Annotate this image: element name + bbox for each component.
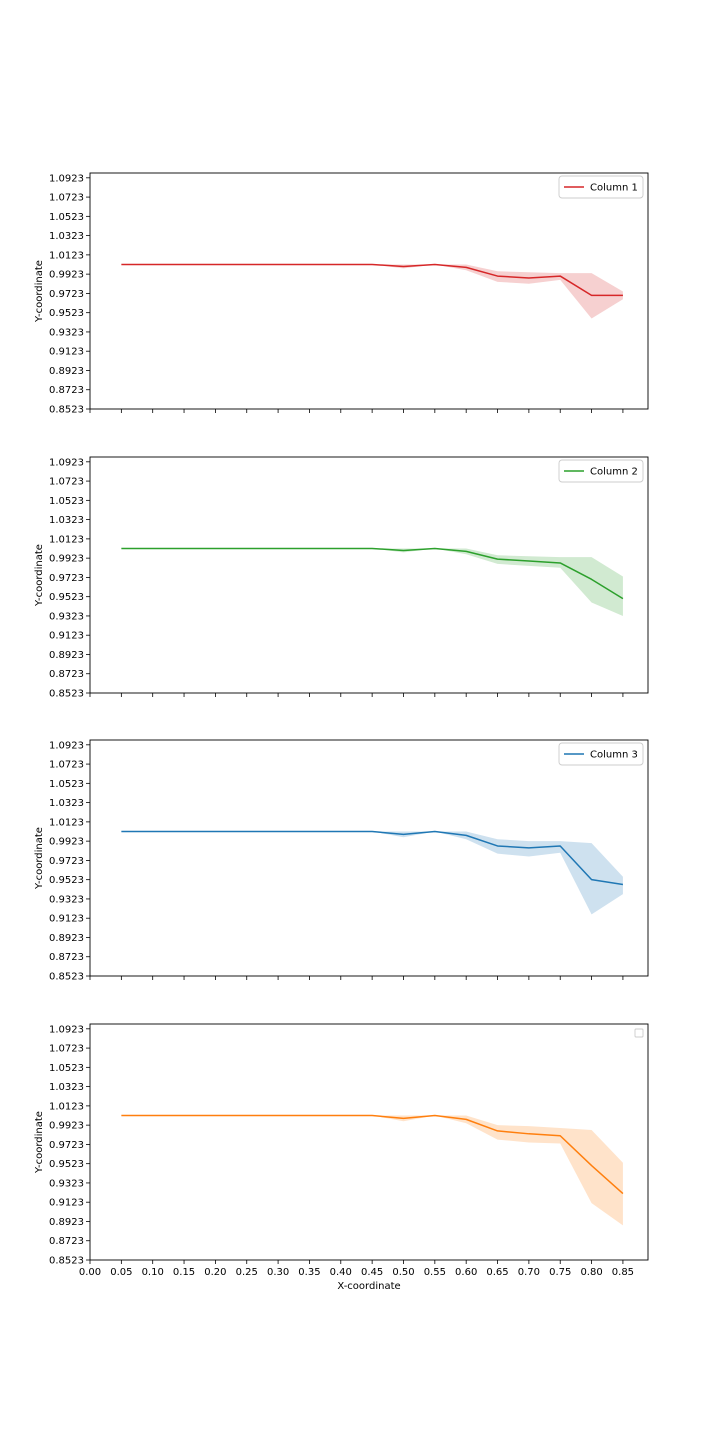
legend-empty-4 [634, 1028, 644, 1038]
y-tick-label-2-9: 0.9323 [49, 611, 84, 622]
x-tick-label-16: 0.75 [549, 1267, 571, 1278]
chart-panel-2: 1.0923 1.0723 1.0523 1.0323 1.0123 0.9923 0.97… [34, 456, 649, 700]
y-tick-label-3-12: 0.8723 [49, 952, 84, 963]
x-tick-label-8: 0.35 [298, 1267, 320, 1278]
y-tick-label-4-5: 1.0123 [49, 1101, 84, 1112]
y-tick-label-3-3: 1.0523 [49, 779, 84, 790]
x-tick-label-17: 0.80 [580, 1267, 602, 1278]
y-tick-label-1-5: 1.0123 [49, 250, 84, 261]
y-tick-label-1-13: 0.8523 [49, 405, 84, 416]
x-tick-label-13: 0.60 [455, 1267, 477, 1278]
y-tick-label-2-4: 1.0323 [49, 515, 84, 526]
x-tick-label-5: 0.20 [204, 1267, 226, 1278]
x-tick-label-3: 0.10 [142, 1267, 164, 1278]
y-tick-label-2-12: 0.8723 [49, 669, 84, 680]
x-tick-label-1: 0.00 [79, 1267, 101, 1278]
confidence-band-3-1 [121, 831, 623, 915]
y-tick-label-2-8: 0.9523 [49, 592, 84, 603]
y-tick-label-4-1: 1.0923 [49, 1024, 84, 1035]
legend-box-3 [558, 742, 644, 766]
y-tick-label-2-10: 0.9123 [49, 631, 84, 642]
y-tick-label-3-1: 1.0923 [49, 740, 84, 751]
x-axis-label: X-coordinate [337, 1281, 400, 1292]
legend-label-1: Column 1 [590, 183, 638, 194]
y-tick-label-4-9: 0.9323 [49, 1178, 84, 1189]
y-tick-label-2-11: 0.8923 [49, 650, 84, 661]
x-tick-label-2: 0.05 [110, 1267, 132, 1278]
y-tick-label-3-7: 0.9723 [49, 856, 84, 867]
y-tick-label-2-6: 0.9923 [49, 554, 84, 565]
y-tick-label-3-4: 1.0323 [49, 798, 84, 809]
x-tick-label-12: 0.55 [424, 1267, 446, 1278]
y-tick-label-3-9: 0.9323 [49, 894, 84, 905]
y-tick-label-2-7: 0.9723 [49, 573, 84, 584]
y-tick-label-3-10: 0.9123 [49, 914, 84, 925]
y-tick-label-2-13: 0.8523 [49, 689, 84, 700]
y-tick-label-3-5: 1.0123 [49, 817, 84, 828]
x-tick-label-10: 0.45 [361, 1267, 383, 1278]
y-tick-label-3-2: 1.0723 [49, 760, 84, 771]
y-tick-label-1-10: 0.9123 [49, 347, 84, 358]
y-tick-label-4-7: 0.9723 [49, 1140, 84, 1151]
axes-frame-4 [89, 1023, 649, 1261]
y-tick-label-1-3: 1.0523 [49, 212, 84, 223]
y-tick-label-3-13: 0.8523 [49, 972, 84, 983]
chart-panel-3: 1.0923 1.0723 1.0523 1.0323 1.0123 0.9923 0.97… [34, 739, 649, 983]
legend-label-2: Column 2 [590, 467, 638, 478]
chart-panel-4: 1.0923 1.0723 1.0523 1.0323 1.0123 0.9923 0.97… [34, 1023, 649, 1292]
y-tick-label-1-7: 0.9723 [49, 289, 84, 300]
legend-box-2 [558, 459, 644, 483]
x-tick-label-18: 0.85 [612, 1267, 634, 1278]
axes-frame-1 [89, 172, 649, 410]
y-axis-label-2: Y-coordinate [34, 544, 45, 607]
y-tick-label-4-12: 0.8723 [49, 1236, 84, 1247]
y-tick-label-1-8: 0.9523 [49, 308, 84, 319]
y-tick-label-4-11: 0.8923 [49, 1217, 84, 1228]
axes-frame-2 [89, 456, 649, 694]
y-tick-label-3-11: 0.8923 [49, 933, 84, 944]
y-tick-label-2-3: 1.0523 [49, 496, 84, 507]
x-tick-label-14: 0.65 [486, 1267, 508, 1278]
y-tick-label-2-2: 1.0723 [49, 477, 84, 488]
y-tick-label-4-13: 0.8523 [49, 1256, 84, 1267]
y-tick-label-4-3: 1.0523 [49, 1063, 84, 1074]
x-tick-label-6: 0.25 [236, 1267, 258, 1278]
y-tick-label-4-2: 1.0723 [49, 1044, 84, 1055]
x-tick-label-4: 0.15 [173, 1267, 195, 1278]
y-tick-label-1-12: 0.8723 [49, 385, 84, 396]
confidence-band-2-1 [121, 548, 623, 616]
legend-box-1 [558, 175, 644, 199]
series-line-1-1 [121, 263, 623, 297]
y-tick-label-2-5: 1.0123 [49, 534, 84, 545]
x-tick-label-11: 0.50 [392, 1267, 414, 1278]
confidence-band-1-1 [121, 264, 623, 319]
x-tick-label-7: 0.30 [267, 1267, 289, 1278]
chart-panel-1: 1.0923 1.0723 1.0523 1.0323 1.0123 0.9923 0.97… [34, 172, 649, 416]
x-tick-label-9: 0.40 [330, 1267, 352, 1278]
y-tick-label-1-11: 0.8923 [49, 366, 84, 377]
y-tick-label-4-4: 1.0323 [49, 1082, 84, 1093]
y-tick-label-3-8: 0.9523 [49, 875, 84, 886]
y-axis-label-4: Y-coordinate [34, 1111, 45, 1174]
legend-label-3: Column 3 [590, 750, 638, 761]
y-tick-label-4-10: 0.9123 [49, 1198, 84, 1209]
y-tick-label-1-6: 0.9923 [49, 270, 84, 281]
series-line-3-1 [121, 830, 624, 886]
x-tick-label-15: 0.70 [518, 1267, 540, 1278]
y-tick-label-1-4: 1.0323 [49, 231, 84, 242]
y-tick-label-1-1: 1.0923 [49, 173, 84, 184]
y-tick-label-2-1: 1.0923 [49, 457, 84, 468]
y-tick-label-1-9: 0.9323 [49, 327, 84, 338]
y-axis-label-3: Y-coordinate [34, 827, 45, 890]
series-line-4-1 [121, 1114, 624, 1195]
y-tick-label-3-6: 0.9923 [49, 837, 84, 848]
series-line-2-1 [121, 547, 624, 600]
y-tick-label-1-2: 1.0723 [49, 193, 84, 204]
y-tick-label-4-6: 0.9923 [49, 1121, 84, 1132]
y-tick-label-4-8: 0.9523 [49, 1159, 84, 1170]
axes-frame-3 [89, 739, 649, 977]
y-axis-label-1: Y-coordinate [34, 260, 45, 323]
confidence-band-4-1 [121, 1115, 623, 1226]
